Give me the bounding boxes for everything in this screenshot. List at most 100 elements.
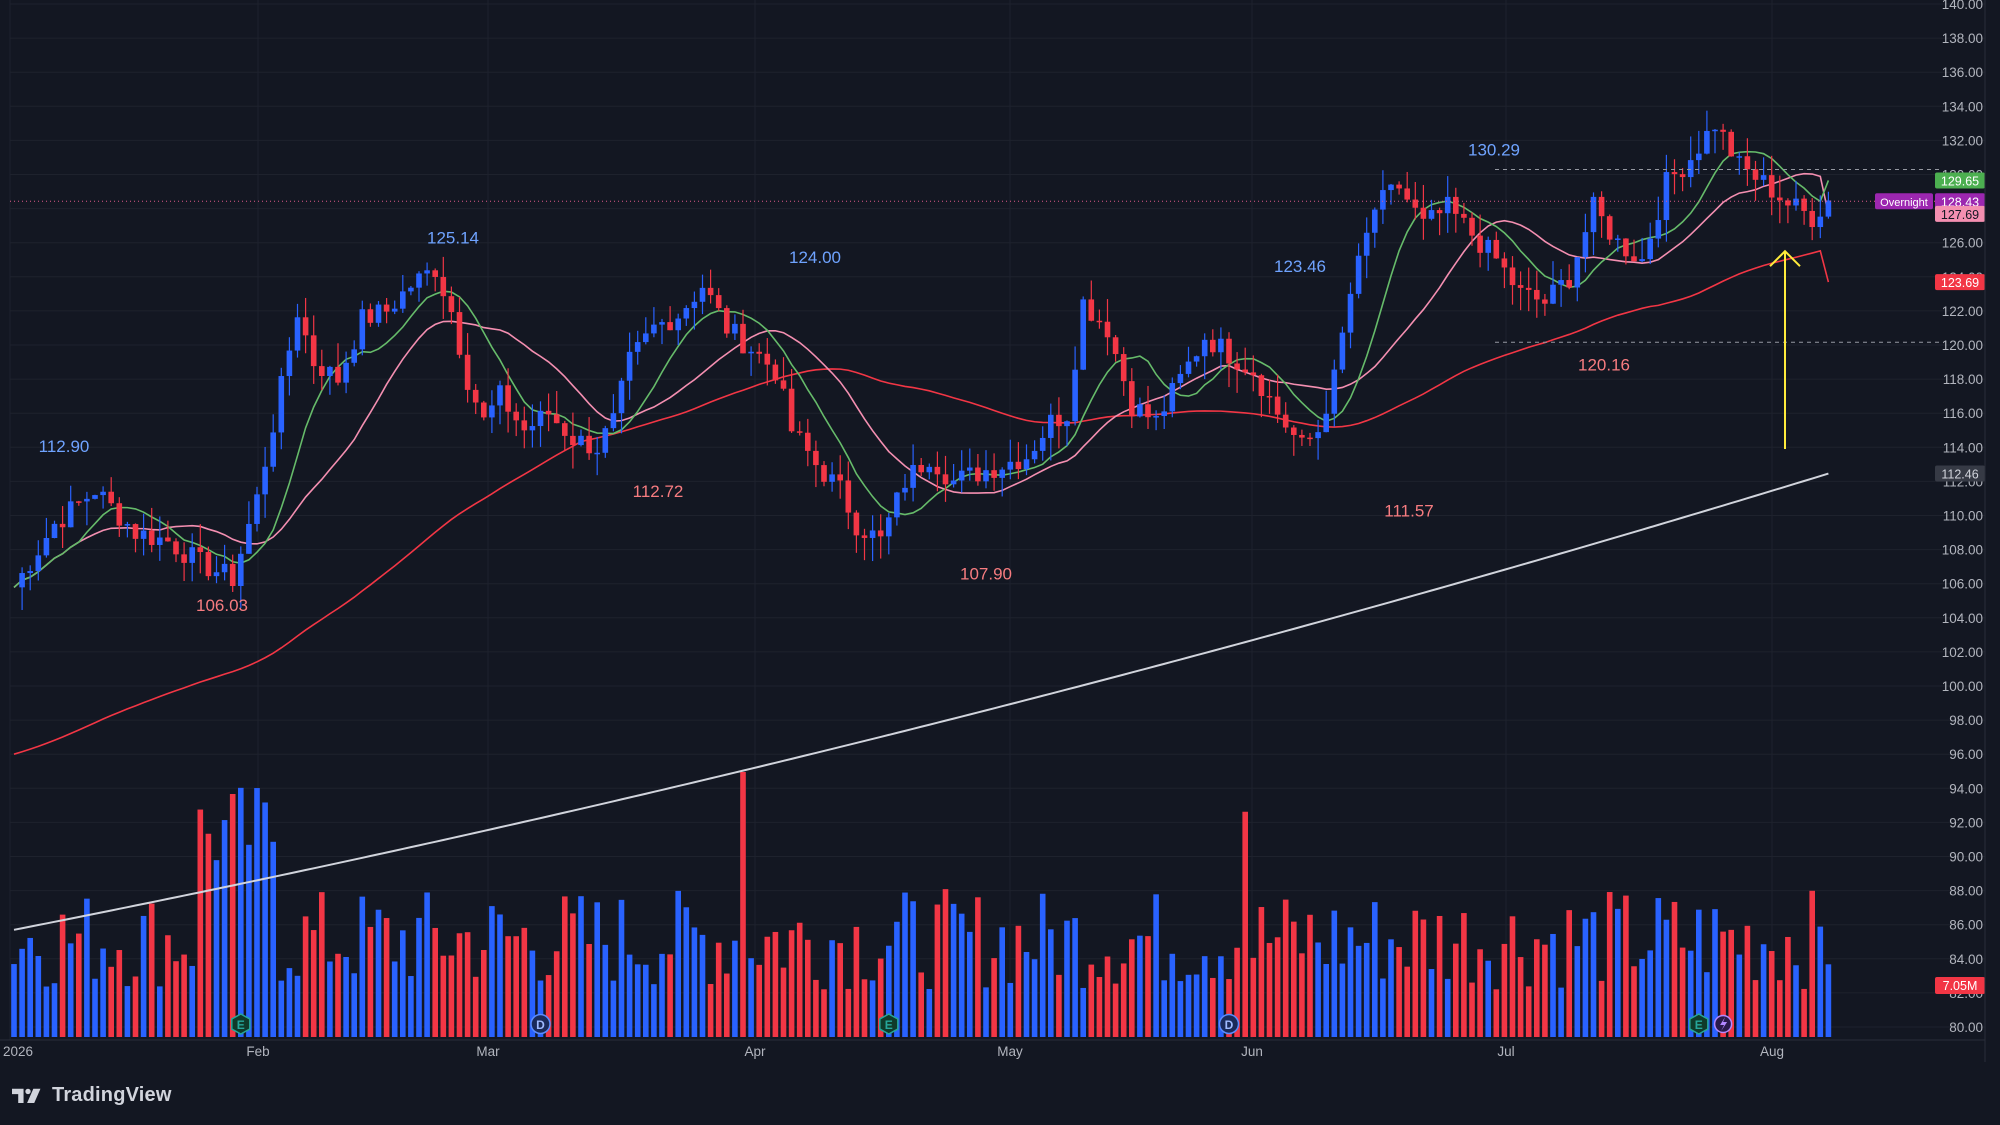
swing-low-label: 112.72 bbox=[633, 482, 684, 501]
volume-bar bbox=[562, 896, 568, 1037]
moving-average-ma_short[interactable] bbox=[13, 150, 1830, 588]
volume-bar bbox=[1177, 981, 1184, 1037]
candle bbox=[302, 297, 309, 354]
volume-bar bbox=[1363, 942, 1370, 1037]
candle bbox=[845, 461, 852, 530]
annotation-arrow-icon[interactable] bbox=[1769, 249, 1801, 450]
price-axis[interactable]: 140.00138.00136.00134.00132.00130.00128.… bbox=[1942, 0, 2000, 1062]
volume-bar bbox=[221, 820, 228, 1037]
price-axis-tick-label: 88.00 bbox=[1949, 884, 1983, 899]
price-axis-tick-label: 94.00 bbox=[1949, 781, 1983, 796]
candle bbox=[748, 346, 754, 376]
candle bbox=[108, 477, 114, 507]
volume-bar bbox=[1153, 894, 1159, 1037]
price-axis-tick-label: 140.00 bbox=[1942, 0, 1983, 12]
candle bbox=[189, 533, 195, 582]
volume-bar bbox=[594, 902, 600, 1037]
volume-bar bbox=[424, 892, 430, 1037]
candle bbox=[902, 474, 908, 501]
candle bbox=[205, 546, 212, 581]
lightning-icon[interactable] bbox=[1713, 1014, 1733, 1034]
earnings-marker-icon[interactable]: E bbox=[231, 1013, 251, 1035]
dividend-marker-icon[interactable]: D bbox=[1218, 1013, 1240, 1035]
candle bbox=[1153, 410, 1159, 431]
candle bbox=[1428, 199, 1435, 221]
candle bbox=[602, 425, 609, 458]
volume-bar bbox=[1201, 956, 1208, 1037]
price-axis-tick-label: 132.00 bbox=[1942, 133, 1983, 148]
volume-bar bbox=[1550, 933, 1556, 1037]
volume-bar bbox=[1760, 944, 1767, 1037]
candle bbox=[1201, 333, 1208, 380]
candle bbox=[1444, 176, 1451, 233]
moving-average-ma_mid[interactable] bbox=[13, 172, 1830, 588]
earnings-marker-icon[interactable]: E bbox=[879, 1013, 899, 1035]
volume-bar bbox=[553, 951, 560, 1037]
volume-bar bbox=[983, 987, 989, 1037]
candle bbox=[699, 274, 706, 315]
volume-bar bbox=[1469, 982, 1475, 1037]
candle bbox=[837, 455, 843, 499]
volume-bar bbox=[1039, 893, 1046, 1037]
overnight-label: Overnight bbox=[1880, 197, 1928, 209]
dividend-marker-icon[interactable]: D bbox=[530, 1013, 551, 1035]
volume-bar bbox=[302, 916, 309, 1037]
volume-bar bbox=[343, 956, 349, 1037]
volume-bar bbox=[780, 967, 787, 1037]
volume-bar bbox=[1517, 957, 1524, 1037]
candle bbox=[926, 463, 933, 480]
volume-bar bbox=[391, 961, 398, 1037]
volume-bar bbox=[934, 904, 941, 1037]
candle bbox=[724, 305, 730, 338]
candle bbox=[1331, 359, 1338, 427]
candle bbox=[1736, 152, 1743, 175]
candle bbox=[1623, 238, 1629, 265]
swing-high-label: 123.46 bbox=[1274, 257, 1326, 276]
price-tag-value: 127.69 bbox=[1941, 208, 1979, 222]
moving-average-ma_long[interactable] bbox=[13, 249, 1830, 755]
earnings-marker-icon[interactable]: E bbox=[1689, 1013, 1709, 1035]
volume-bar bbox=[1307, 914, 1313, 1037]
candle bbox=[254, 486, 260, 532]
price-tag-value: 128.43 bbox=[1941, 195, 1979, 209]
candle bbox=[1315, 419, 1321, 460]
candle bbox=[221, 544, 228, 581]
candle bbox=[1129, 368, 1135, 429]
candle bbox=[1501, 252, 1508, 289]
candle bbox=[424, 262, 430, 286]
swing-high-label: 124.00 bbox=[789, 248, 841, 267]
candle bbox=[375, 301, 382, 327]
candle bbox=[157, 516, 163, 561]
price-axis-tick-label: 126.00 bbox=[1942, 236, 1983, 251]
candle bbox=[1825, 191, 1832, 219]
volume-bar bbox=[886, 945, 892, 1037]
candle bbox=[1687, 136, 1694, 188]
candle bbox=[278, 367, 285, 450]
volume-bar bbox=[1031, 959, 1038, 1037]
price-axis-tick-label: 100.00 bbox=[1942, 679, 1983, 694]
time-axis-tick-label: 2026 bbox=[3, 1044, 33, 1059]
volume-bar bbox=[1736, 954, 1743, 1037]
volume-bar bbox=[967, 931, 973, 1037]
moving-average-ma_longest[interactable] bbox=[13, 472, 1829, 931]
price-axis-tick-label: 92.00 bbox=[1949, 815, 1983, 830]
candle bbox=[1226, 332, 1232, 388]
time-axis[interactable]: 2026 Feb Mar Apr May Jun Jul Aug bbox=[0, 0, 1986, 1062]
brand-logo[interactable]: TradingView bbox=[12, 1084, 172, 1106]
volume-bar bbox=[1185, 974, 1192, 1037]
volume-bar bbox=[1210, 977, 1216, 1037]
candle bbox=[570, 412, 576, 469]
candle bbox=[229, 554, 236, 592]
candle bbox=[813, 440, 819, 488]
volume-bar bbox=[1096, 977, 1103, 1037]
candle bbox=[796, 421, 803, 436]
swing-high-label: 125.14 bbox=[427, 228, 479, 247]
candle bbox=[148, 507, 155, 553]
candle bbox=[286, 337, 293, 396]
candle bbox=[1712, 129, 1718, 154]
candle bbox=[1461, 202, 1467, 224]
candle bbox=[894, 491, 900, 526]
chart-canvas[interactable]: 112.90 106.03 125.14 112.72 124.00 107.90 123.… bbox=[0, 0, 2000, 1062]
